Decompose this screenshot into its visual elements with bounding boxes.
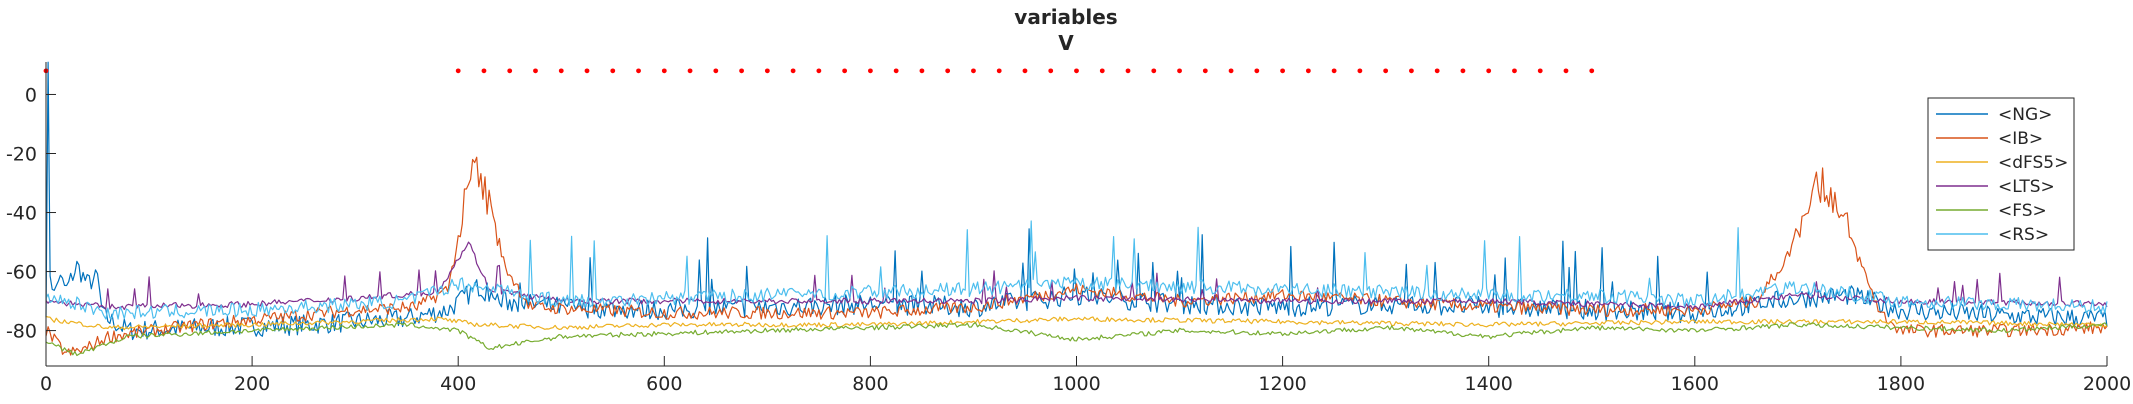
- marker-point: [1486, 68, 1492, 74]
- marker-point: [1383, 68, 1389, 74]
- series-line: [45, 61, 2108, 341]
- marker-point: [481, 68, 487, 74]
- x-tick-label: 200: [234, 373, 270, 395]
- marker-point: [1512, 68, 1517, 74]
- legend-label: <RS>: [1998, 225, 2049, 245]
- x-tick-label: 600: [646, 373, 682, 395]
- x-tick-label: 1000: [1052, 373, 1100, 395]
- legend-label: <LTS>: [1998, 177, 2055, 197]
- legend-label: <FS>: [1998, 201, 2047, 221]
- marker-point: [533, 68, 538, 74]
- marker-point: [816, 68, 822, 74]
- marker-point: [996, 68, 1002, 74]
- marker-point: [636, 68, 641, 74]
- marker-point: [1409, 68, 1414, 74]
- legend-box: [1927, 97, 2075, 251]
- marker-point: [610, 68, 616, 74]
- marker-point: [919, 68, 925, 74]
- marker-point: [455, 68, 461, 74]
- marker-point: [1460, 68, 1466, 74]
- marker-point: [1099, 68, 1105, 74]
- tick-labels: 0 200 400 600 800 1000 1200 1400 1600 1800 2000 0 -2…: [6, 84, 2131, 395]
- legend-label: <NG>: [1998, 105, 2052, 125]
- x-tick-label: 1800: [1877, 373, 1925, 395]
- chart-title-line-1: variables: [1014, 5, 1117, 29]
- chart-title-line-2: V: [1058, 31, 1074, 55]
- marker-point: [1589, 68, 1595, 74]
- marker-point: [790, 68, 796, 74]
- marker-point: [1357, 68, 1363, 74]
- marker-point: [1537, 68, 1543, 74]
- series-line: [45, 322, 2108, 357]
- marker-point: [1331, 68, 1337, 74]
- marker-point: [971, 68, 976, 74]
- x-tick-label: 0: [40, 373, 52, 395]
- marker-point: [1048, 68, 1054, 74]
- legend: <NG> <IB> <dFS5> <LTS> <FS> <RS>: [1927, 97, 2075, 251]
- x-tick-label: 400: [440, 373, 476, 395]
- marker-point: [945, 68, 951, 74]
- marker-point: [1280, 68, 1285, 74]
- x-tick-label: 1400: [1465, 373, 1513, 395]
- marker-point: [1125, 68, 1131, 74]
- marker-point: [739, 68, 744, 74]
- marker-point: [584, 68, 590, 74]
- marker-point: [558, 68, 564, 74]
- red-markers: [43, 68, 1595, 74]
- series-line: [45, 241, 2108, 311]
- series-line: [45, 220, 2108, 320]
- marker-point: [893, 68, 899, 74]
- y-tick-label: -80: [6, 321, 37, 343]
- marker-point: [1563, 68, 1569, 74]
- legend-label: <IB>: [1998, 129, 2043, 149]
- x-tick-label: 2000: [2083, 373, 2131, 395]
- x-tick-label: 1200: [1258, 373, 1306, 395]
- marker-point: [1151, 68, 1157, 74]
- marker-point: [764, 68, 770, 74]
- marker-point: [1074, 68, 1079, 74]
- y-tick-label: -40: [6, 203, 37, 225]
- marker-point: [687, 68, 693, 74]
- marker-point: [1254, 68, 1260, 74]
- marker-point: [842, 68, 848, 74]
- y-tick-label: -60: [6, 262, 37, 284]
- x-tick-label: 800: [852, 373, 888, 395]
- legend-label: <dFS5>: [1998, 153, 2068, 173]
- marker-point: [1202, 68, 1208, 74]
- marker-point: [713, 68, 719, 74]
- marker-point: [1305, 68, 1311, 74]
- series-lines: [45, 61, 2108, 357]
- marker-point: [868, 68, 873, 74]
- axes: [45, 62, 2108, 367]
- marker-point: [1022, 68, 1028, 74]
- marker-point: [1177, 68, 1182, 74]
- marker-point: [661, 68, 667, 74]
- y-tick-label: -20: [6, 143, 37, 165]
- marker-point: [507, 68, 513, 74]
- x-tick-label: 1600: [1671, 373, 1719, 395]
- series-line: [45, 315, 2108, 331]
- marker-point: [1228, 68, 1234, 74]
- y-tick-label: 0: [25, 84, 37, 106]
- marker-point: [1434, 68, 1440, 74]
